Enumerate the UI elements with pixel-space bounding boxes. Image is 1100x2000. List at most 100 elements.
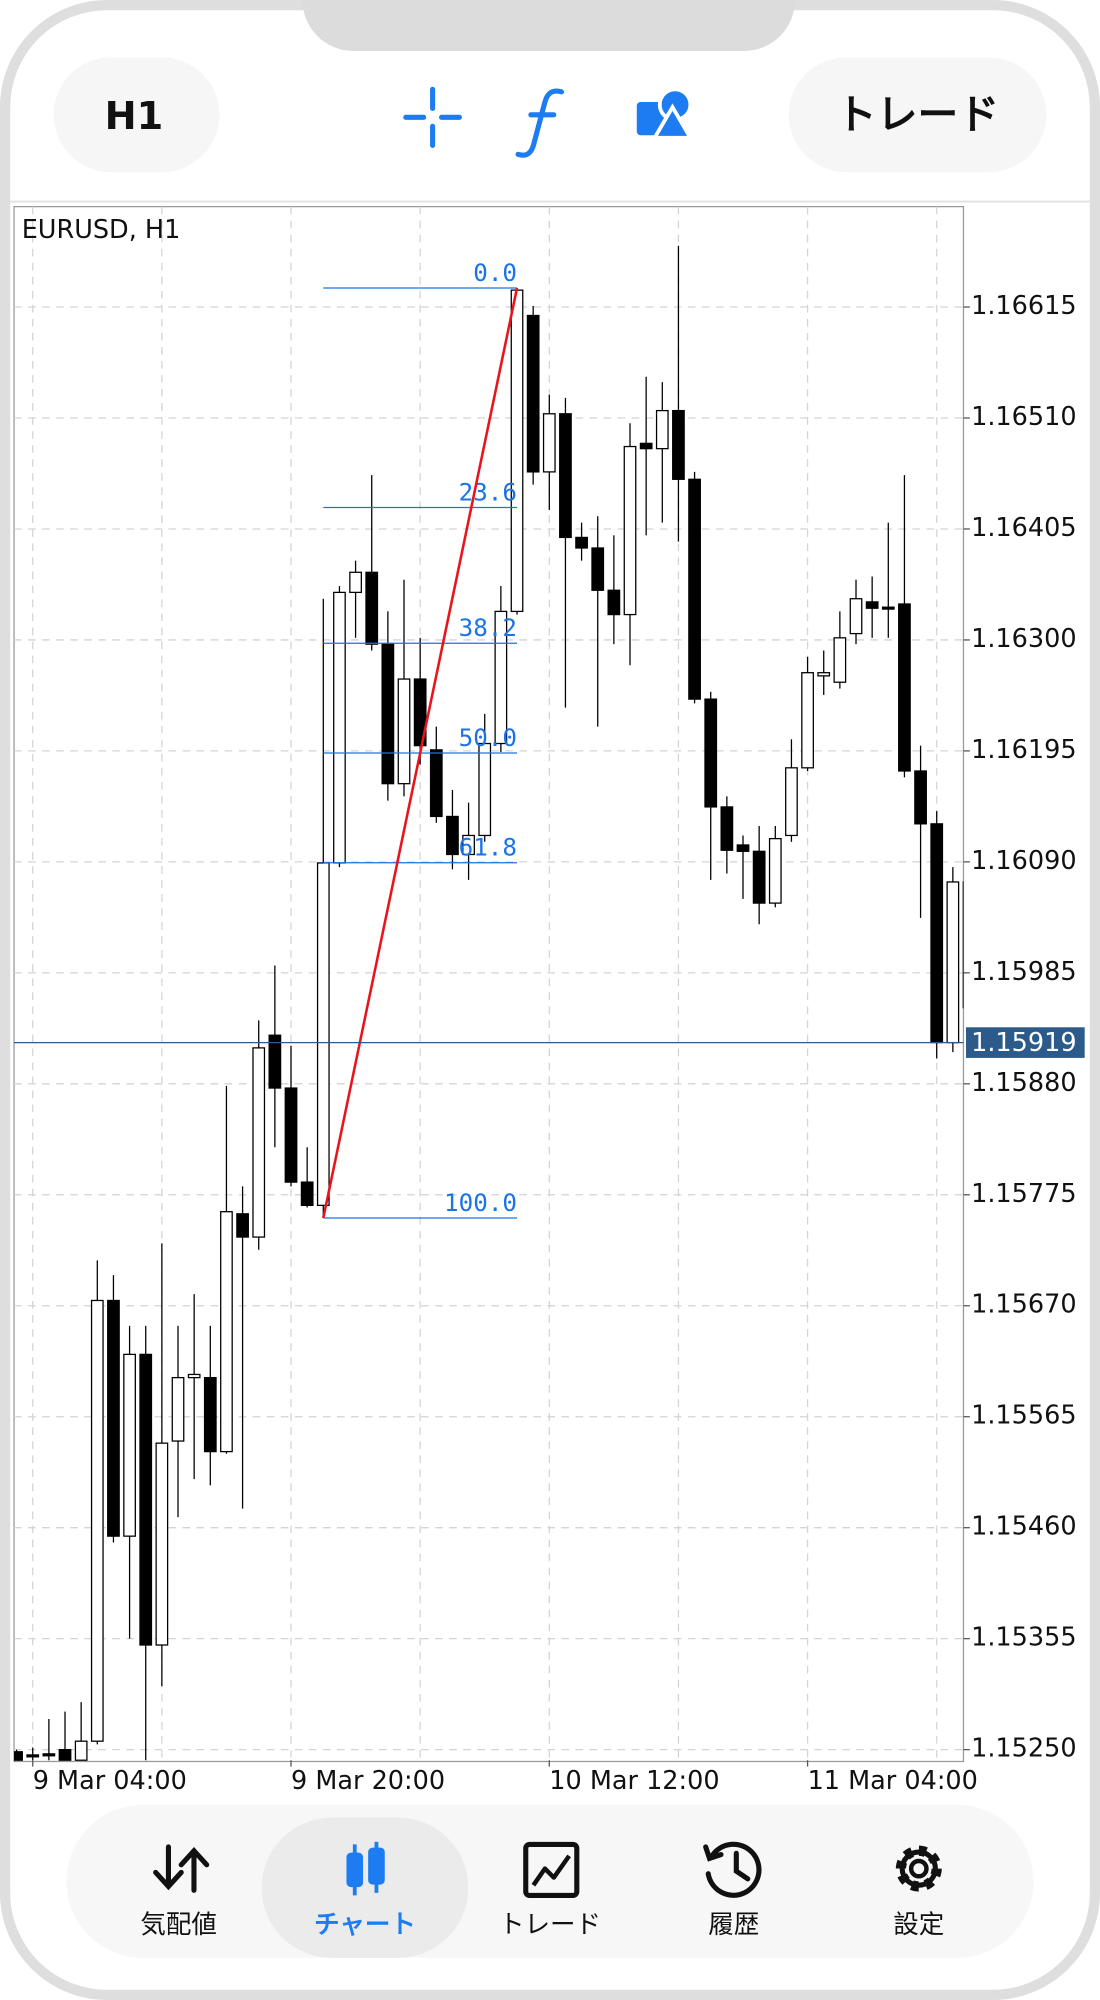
candle-body bbox=[42, 1753, 56, 1757]
candle-body bbox=[672, 409, 685, 480]
y-tick-label: 1.16405 bbox=[971, 513, 1076, 543]
x-tick-label: 10 Mar 12:00 bbox=[549, 1766, 719, 1796]
y-tick-label: 1.15460 bbox=[971, 1512, 1076, 1542]
fib-trendline bbox=[322, 287, 519, 1219]
y-tick-label: 1.15880 bbox=[971, 1068, 1076, 1098]
candle-body bbox=[639, 442, 653, 450]
trade-button[interactable]: トレード bbox=[788, 57, 1047, 173]
candle-body bbox=[300, 1181, 314, 1206]
tab-label: トレード bbox=[499, 1910, 601, 1940]
timeframe-label: H1 bbox=[105, 94, 164, 139]
y-tick-label: 1.15565 bbox=[971, 1401, 1076, 1431]
candle-body bbox=[478, 742, 492, 837]
candle-body bbox=[849, 598, 863, 635]
chart-frame bbox=[13, 205, 965, 1763]
tab-label: 履歴 bbox=[708, 1910, 759, 1940]
indicator-tool[interactable] bbox=[515, 88, 565, 158]
candle-body bbox=[397, 678, 411, 785]
x-tick-label: 9 Mar 04:00 bbox=[33, 1766, 187, 1796]
candle-body bbox=[171, 1376, 185, 1442]
candle-body bbox=[785, 767, 798, 837]
candle-body bbox=[252, 1047, 266, 1238]
y-tick-label: 1.15250 bbox=[971, 1734, 1076, 1764]
quotes-tab[interactable]: 気配値 bbox=[140, 1844, 217, 1940]
y-tick-label: 1.16090 bbox=[971, 846, 1076, 876]
candle-body bbox=[688, 478, 701, 700]
x-tick-label: 9 Mar 20:00 bbox=[291, 1766, 445, 1796]
y-tick-label: 1.15355 bbox=[971, 1623, 1076, 1653]
last-price-label: 1.15919 bbox=[971, 1028, 1076, 1058]
fib-label: 0.0 bbox=[473, 258, 517, 287]
chart-tab[interactable]: チャート bbox=[314, 1841, 416, 1940]
candle-body bbox=[494, 610, 508, 745]
candle-body bbox=[316, 862, 330, 1206]
timeframe-button[interactable]: H1 bbox=[53, 57, 220, 173]
candle-body bbox=[575, 536, 588, 549]
x-tick-label: 11 Mar 04:00 bbox=[808, 1766, 978, 1796]
trade-label: トレード bbox=[836, 90, 999, 138]
candle-body bbox=[510, 289, 524, 613]
tab-label: 気配値 bbox=[140, 1910, 217, 1940]
notch bbox=[302, 0, 795, 52]
fib-label: 50.0 bbox=[459, 723, 517, 752]
candle-body bbox=[155, 1442, 169, 1646]
trade-tab[interactable]: トレード bbox=[499, 1841, 601, 1940]
candle-body bbox=[462, 834, 475, 856]
candle-body bbox=[236, 1213, 249, 1238]
y-tick-label: 1.15775 bbox=[971, 1179, 1076, 1209]
tab-label: チャート bbox=[314, 1910, 416, 1940]
candle-body bbox=[446, 815, 459, 856]
candle-body bbox=[704, 698, 718, 808]
candle-body bbox=[559, 413, 572, 539]
settings-tab[interactable]: 設定 bbox=[893, 1845, 944, 1940]
y-tick-label: 1.16195 bbox=[971, 735, 1076, 765]
candle-body bbox=[768, 837, 782, 904]
plot-area: 0.0 23.6 38.2 50.0 61.8 100.0 bbox=[14, 245, 964, 1761]
candle-body bbox=[881, 606, 895, 610]
candle-body bbox=[58, 1748, 72, 1761]
tab-label: 設定 bbox=[893, 1910, 944, 1940]
candle-body bbox=[898, 603, 911, 772]
candle-body bbox=[865, 601, 879, 609]
candle-body bbox=[187, 1373, 201, 1379]
candle-body bbox=[123, 1353, 136, 1537]
last-price-box bbox=[966, 1027, 1085, 1058]
y-tick-label: 1.15985 bbox=[971, 957, 1076, 987]
candle-body bbox=[14, 1751, 23, 1761]
candle-body bbox=[203, 1376, 217, 1453]
y-tick-label: 1.16510 bbox=[971, 402, 1076, 432]
candle-body bbox=[914, 770, 927, 825]
candle-body bbox=[607, 589, 621, 616]
candle-body bbox=[107, 1299, 120, 1537]
axes: 1.16615 1.16510 1.16405 1.16300 1.16195 1.160… bbox=[32, 291, 1085, 1796]
objects-tool[interactable] bbox=[636, 87, 694, 140]
candle-body bbox=[623, 445, 637, 616]
candle-body bbox=[284, 1087, 298, 1183]
y-tick-label: 1.15670 bbox=[971, 1290, 1076, 1320]
chart-title: EURUSD, H1 bbox=[22, 215, 181, 245]
candle-body bbox=[833, 637, 847, 683]
fib-label: 100.0 bbox=[444, 1188, 517, 1217]
fib-label: 23.6 bbox=[459, 477, 517, 506]
candle-body bbox=[752, 850, 766, 904]
fib-label: 61.8 bbox=[459, 833, 517, 862]
candle-body bbox=[801, 672, 814, 769]
active-tab-highlight bbox=[261, 1817, 469, 1958]
candle-body bbox=[526, 314, 540, 473]
candle-body bbox=[542, 413, 556, 473]
crosshair-tool[interactable] bbox=[403, 86, 462, 148]
candle-body bbox=[930, 823, 944, 1044]
y-tick-label: 1.16300 bbox=[971, 624, 1076, 654]
candle-body bbox=[429, 749, 443, 818]
candle-body bbox=[946, 881, 960, 1044]
candle-body bbox=[26, 1754, 40, 1758]
history-tab[interactable]: 履歴 bbox=[703, 1841, 762, 1940]
candle-body bbox=[591, 547, 605, 591]
candle-body bbox=[349, 571, 362, 594]
candle-body bbox=[220, 1211, 233, 1453]
candle-body bbox=[139, 1353, 153, 1646]
candle-body bbox=[381, 643, 395, 785]
candle-body bbox=[655, 409, 669, 450]
fib-label: 38.2 bbox=[459, 613, 517, 642]
